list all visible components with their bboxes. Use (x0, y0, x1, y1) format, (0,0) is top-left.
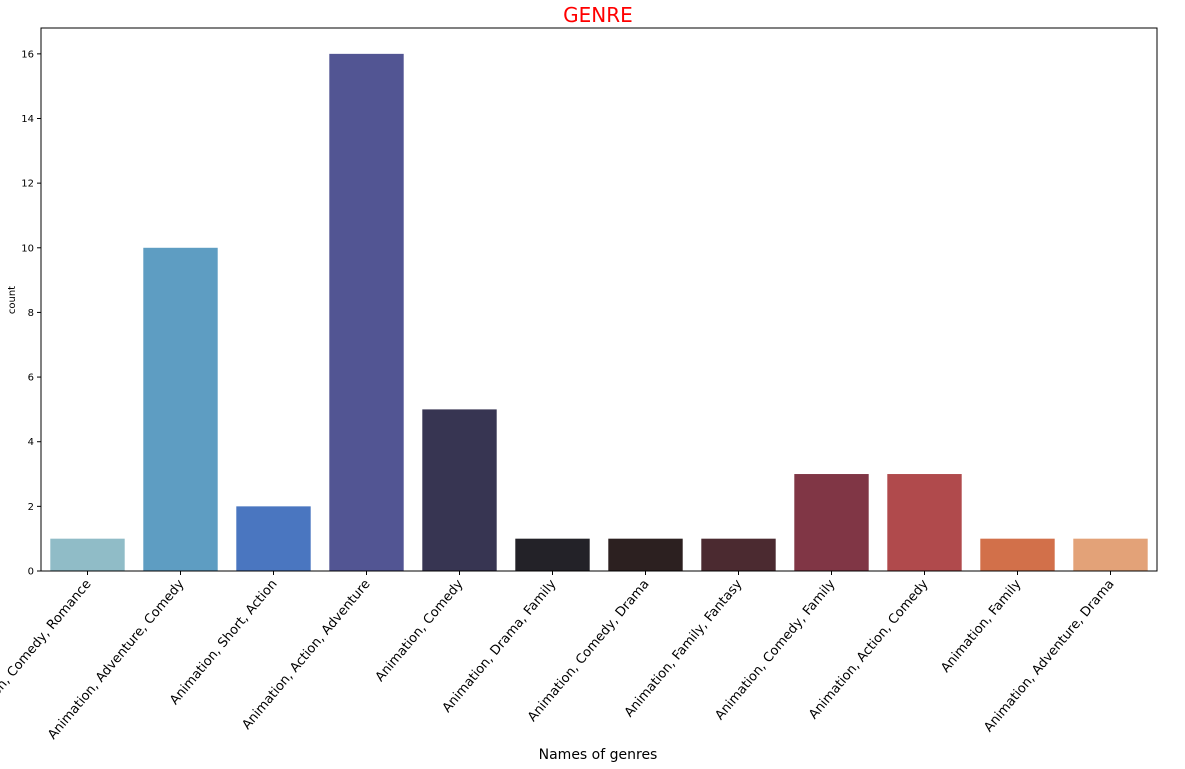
y-tick-label: 2 (28, 502, 34, 513)
x-tick-label: Animation, Family (938, 577, 1024, 676)
y-axis-title: count (7, 286, 18, 314)
y-tick-label: 16 (21, 49, 34, 60)
bar-8 (794, 474, 869, 571)
x-tick-label: Animation, Short, Action (167, 577, 280, 708)
bar-7 (701, 538, 776, 571)
y-tick-label: 14 (21, 114, 34, 125)
y-tick-label: 10 (21, 243, 34, 254)
bar-5 (515, 538, 590, 571)
bars-group (50, 53, 1148, 572)
bar-10 (980, 538, 1055, 571)
bar-2 (236, 506, 311, 571)
bar-1 (143, 247, 218, 572)
bar-3 (329, 53, 404, 572)
bar-6 (608, 538, 683, 571)
bar-9 (887, 474, 962, 571)
chart-title: GENRE (563, 3, 633, 27)
y-tick-label: 6 (28, 373, 34, 384)
y-tick-label: 8 (28, 308, 34, 319)
x-tick-label: Animation, Comedy (373, 577, 467, 685)
y-tick-label: 4 (28, 437, 34, 448)
bar-4 (422, 409, 497, 571)
y-tick-label: 12 (21, 179, 34, 190)
y-tick-label: 0 (28, 567, 34, 578)
x-axis-title: Names of genres (539, 747, 658, 763)
y-axis: 0 2 4 6 8 10 12 14 16 (21, 49, 41, 578)
bar-0 (50, 538, 125, 571)
plot-frame (40, 27, 1158, 572)
bar-11 (1073, 538, 1148, 571)
